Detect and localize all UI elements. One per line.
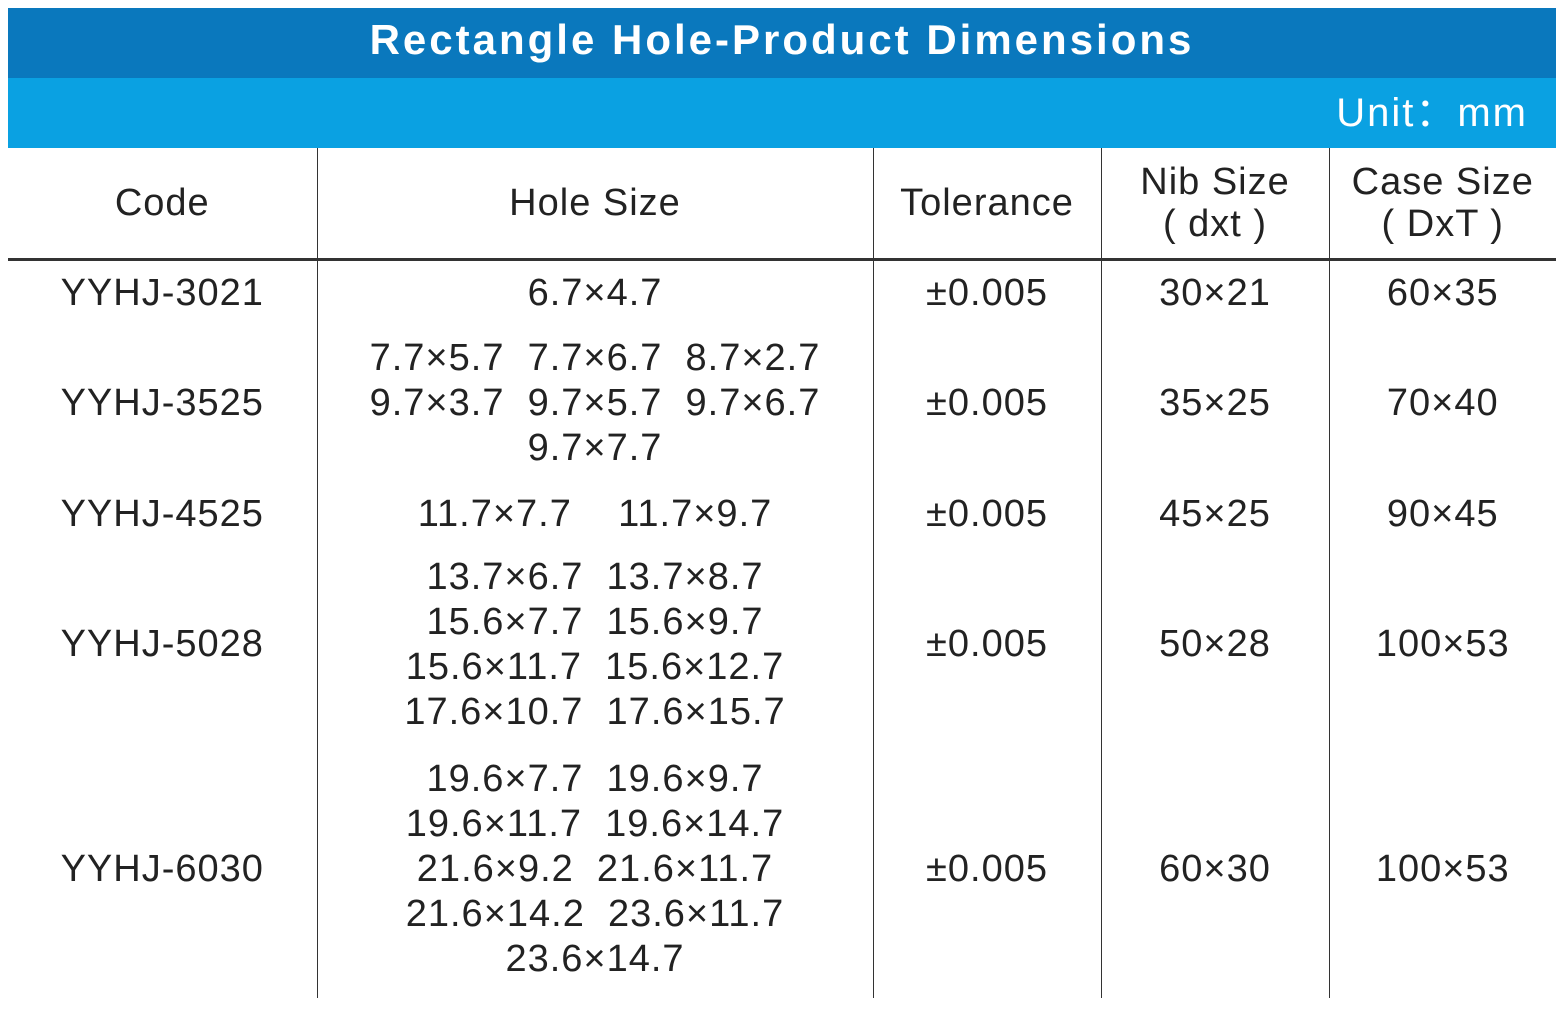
unit-bar: Unit：mm bbox=[8, 78, 1556, 148]
cell-code: YYHJ-3021 bbox=[60, 271, 264, 314]
hole-size-line: 17.6×10.7 17.6×15.7 bbox=[404, 690, 786, 733]
header-nib-size-label: Nib Size bbox=[1140, 161, 1290, 203]
cell-hole-size: 11.7×7.7 11.7×9.7 bbox=[316, 481, 873, 548]
hole-size-line: 15.6×7.7 15.6×9.7 bbox=[426, 600, 764, 643]
cell-nib-size: 50×28 bbox=[1100, 547, 1329, 742]
cell-tolerance: ±0.005 bbox=[872, 325, 1101, 482]
dimensions-table: Code Hole Size Tolerance Nib Size ( dxt … bbox=[8, 148, 1556, 998]
header-row: Code Hole Size Tolerance Nib Size ( dxt … bbox=[8, 148, 1556, 261]
hole-size-line: 19.6×7.7 19.6×9.7 bbox=[426, 758, 764, 800]
cell-nib-size: 60×30 bbox=[1100, 741, 1329, 998]
header-hole-size: Hole Size bbox=[316, 148, 873, 261]
cell-case-size: 100×53 bbox=[1328, 741, 1556, 998]
cell-nib-size: 35×25 bbox=[1100, 325, 1329, 482]
hole-size-line: 7.7×5.7 7.7×6.7 8.7×2.7 bbox=[369, 337, 821, 379]
cell-nib-size: 45×25 bbox=[1100, 481, 1329, 548]
table-body: YYHJ-3021 6.7×4.7 ±0.005 30×21 60×35 YYHJ-352… bbox=[8, 259, 1556, 998]
table-title-text: Rectangle Hole-Product Dimensions bbox=[369, 16, 1195, 63]
hole-size-line: 21.6×14.2 23.6×11.7 bbox=[405, 893, 785, 935]
header-tolerance-label: Tolerance bbox=[900, 182, 1074, 224]
cell-tolerance: ±0.005 bbox=[872, 741, 1101, 998]
header-case-size-label: Case Size bbox=[1351, 161, 1534, 203]
cell-code: YYHJ-4525 bbox=[60, 493, 264, 535]
cell-case-size: 60×35 bbox=[1328, 259, 1556, 326]
table-row: YYHJ-3021 6.7×4.7 ±0.005 30×21 60×35 bbox=[8, 259, 1556, 326]
table-row: YYHJ-5028 13.7×6.7 13.7×8.7 15.6×7.7 15.6×… bbox=[8, 547, 1556, 742]
hole-size-line: 6.7×4.7 bbox=[527, 271, 663, 314]
header-tolerance: Tolerance bbox=[872, 148, 1101, 261]
cell-case-size: 90×45 bbox=[1328, 481, 1556, 548]
hole-size-line: 23.6×14.7 bbox=[505, 938, 685, 980]
cell-hole-size: 6.7×4.7 bbox=[316, 259, 873, 326]
cell-code: YYHJ-3525 bbox=[60, 382, 264, 424]
header-code: Code bbox=[8, 148, 317, 261]
cell-hole-size: 7.7×5.7 7.7×6.7 8.7×2.7 9.7×3.7 9.7×5.7 9… bbox=[316, 325, 873, 482]
unit-label: Unit：mm bbox=[1336, 91, 1528, 135]
hole-size-line: 21.6×9.2 21.6×11.7 bbox=[416, 848, 774, 890]
header-case-size: Case Size ( DxT ) bbox=[1328, 148, 1556, 261]
header-hole-size-label: Hole Size bbox=[509, 182, 681, 224]
cell-tolerance: ±0.005 bbox=[872, 547, 1101, 742]
hole-size-line: 19.6×11.7 19.6×14.7 bbox=[405, 803, 785, 845]
cell-hole-size: 13.7×6.7 13.7×8.7 15.6×7.7 15.6×9.7 15.6×1… bbox=[316, 547, 873, 742]
header-code-label: Code bbox=[114, 182, 210, 224]
hole-size-line: 13.7×6.7 13.7×8.7 bbox=[426, 555, 764, 598]
header-case-size-sub: ( DxT ) bbox=[1381, 203, 1504, 245]
table-row: YYHJ-3525 7.7×5.7 7.7×6.7 8.7×2.7 9.7×3.7 … bbox=[8, 325, 1556, 482]
cell-case-size: 100×53 bbox=[1328, 547, 1556, 742]
table-title: Rectangle Hole-Product Dimensions bbox=[8, 8, 1556, 78]
cell-code: YYHJ-6030 bbox=[60, 848, 264, 890]
cell-code: YYHJ-5028 bbox=[60, 623, 264, 665]
cell-hole-size: 19.6×7.7 19.6×9.7 19.6×11.7 19.6×14.7 21.6… bbox=[316, 741, 873, 998]
cell-nib-size: 30×21 bbox=[1100, 259, 1329, 326]
hole-size-line: 9.7×7.7 bbox=[527, 427, 663, 469]
hole-size-line: 15.6×11.7 15.6×12.7 bbox=[405, 645, 785, 688]
hole-size-line: 11.7×7.7 11.7×9.7 bbox=[417, 493, 773, 535]
header-nib-size: Nib Size ( dxt ) bbox=[1100, 148, 1329, 261]
hole-size-line: 9.7×3.7 9.7×5.7 9.7×6.7 bbox=[369, 382, 821, 424]
cell-tolerance: ±0.005 bbox=[872, 259, 1101, 326]
header-nib-size-sub: ( dxt ) bbox=[1162, 203, 1268, 245]
table-row: YYHJ-6030 19.6×7.7 19.6×9.7 19.6×11.7 19.6… bbox=[8, 741, 1556, 998]
table-row: YYHJ-4525 11.7×7.7 11.7×9.7 ±0.005 45×25 90×… bbox=[8, 481, 1556, 548]
cell-tolerance: ±0.005 bbox=[872, 481, 1101, 548]
cell-case-size: 70×40 bbox=[1328, 325, 1556, 482]
